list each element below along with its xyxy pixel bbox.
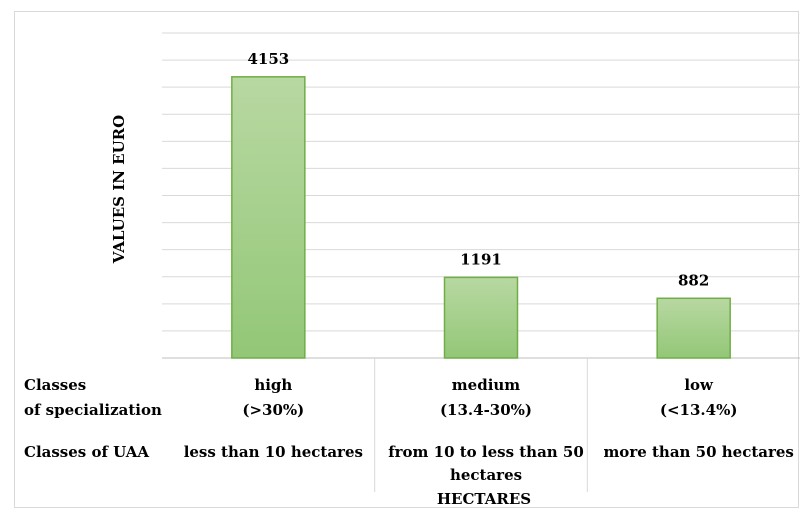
row-header-specialization: of specialization bbox=[24, 401, 162, 419]
uaa-class: from 10 to less than 50 bbox=[388, 443, 584, 461]
bars bbox=[231, 76, 731, 359]
uaa-class: hectares bbox=[450, 466, 522, 484]
class-range: (<13.4%) bbox=[660, 401, 738, 419]
data-labels: 4153 1191 882 bbox=[247, 50, 709, 289]
data-label: 1191 bbox=[460, 250, 502, 268]
y-axis-label: VALUES IN EURO bbox=[110, 115, 128, 264]
class-name: high bbox=[254, 376, 292, 394]
bar-low bbox=[656, 297, 731, 359]
chart-frame bbox=[14, 11, 799, 508]
class-name: medium bbox=[452, 376, 521, 394]
row-header-specialization: Classes bbox=[24, 376, 86, 394]
bar-high bbox=[231, 76, 306, 359]
uaa-class: less than 10 hectares bbox=[184, 443, 363, 461]
data-label: 882 bbox=[678, 271, 709, 289]
bar-medium bbox=[443, 276, 519, 359]
x-axis-label: HECTARES bbox=[437, 490, 531, 508]
class-range: (13.4-30%) bbox=[440, 401, 532, 419]
uaa-class: more than 50 hectares bbox=[603, 443, 793, 461]
class-range: (>30%) bbox=[242, 401, 304, 419]
class-name: low bbox=[684, 376, 714, 394]
category-table: Classes of specialization Classes of UAA hi… bbox=[24, 358, 794, 492]
data-label: 4153 bbox=[247, 50, 289, 68]
row-header-uaa: Classes of UAA bbox=[24, 443, 149, 461]
